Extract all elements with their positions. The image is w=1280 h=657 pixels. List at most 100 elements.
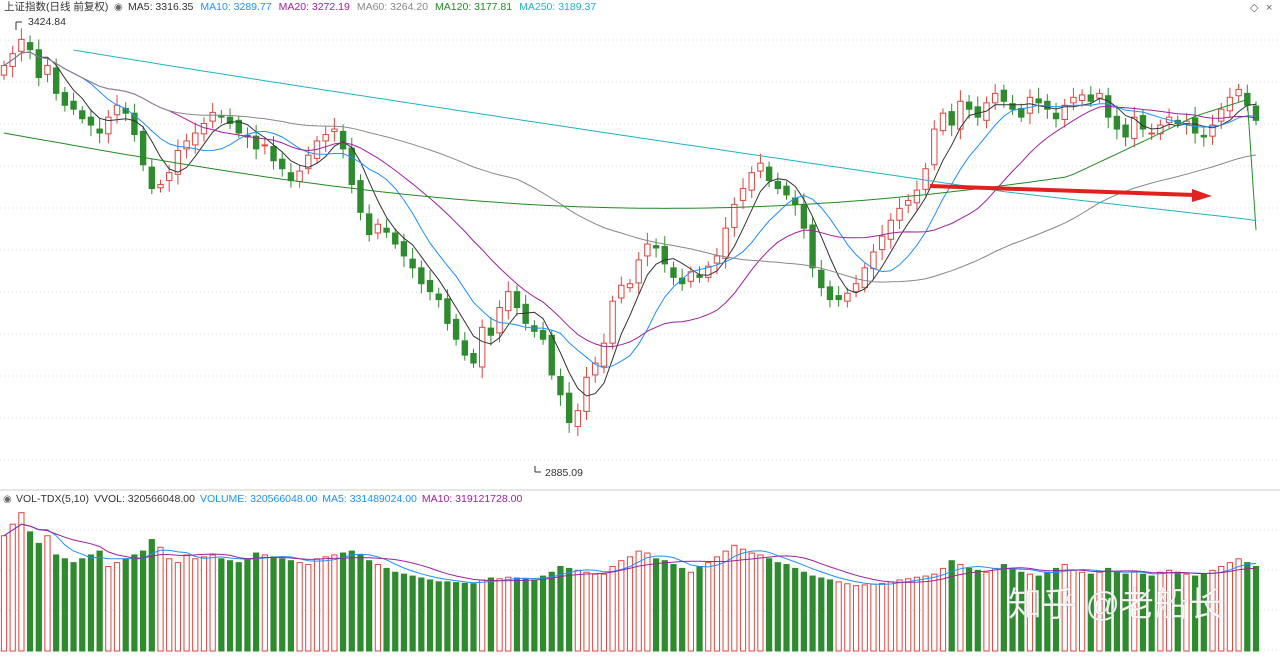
candle-body xyxy=(435,293,442,301)
volume-bar xyxy=(357,554,364,652)
candle-body xyxy=(87,116,95,126)
volume-legend-item: VOLUME: 320566048.00 xyxy=(200,493,317,505)
low-label: 2885.09 xyxy=(545,467,583,479)
volume-bar xyxy=(218,558,225,652)
candle-body xyxy=(852,283,860,293)
ma-line xyxy=(3,51,1257,397)
candle-body xyxy=(96,128,103,134)
volume-bar xyxy=(113,562,121,652)
ma-line xyxy=(3,98,1257,230)
candle-body xyxy=(783,185,790,196)
ma-icon[interactable]: ◉ xyxy=(114,2,123,13)
candle-body xyxy=(1122,124,1129,138)
volume-bar xyxy=(844,583,851,652)
volume-bar xyxy=(731,544,738,652)
volume-ma-line xyxy=(3,523,1257,585)
candle-body xyxy=(374,223,382,234)
volume-bar xyxy=(157,546,164,652)
volume-bar xyxy=(939,567,947,652)
candle-body xyxy=(1096,92,1103,99)
candle-body xyxy=(165,172,173,182)
candle-body xyxy=(44,65,51,75)
candle-body xyxy=(565,392,573,424)
volume-bar xyxy=(435,581,442,652)
candle-body xyxy=(948,111,955,126)
low-marker: 2885.09 xyxy=(534,466,583,479)
candle-body xyxy=(18,38,25,52)
candle-body xyxy=(713,255,721,264)
volume-bars xyxy=(0,512,1260,652)
candle-body xyxy=(583,376,590,412)
candle-body xyxy=(574,410,582,427)
volume-bar xyxy=(9,523,16,652)
close-icon[interactable]: × xyxy=(1266,2,1272,14)
volume-bar xyxy=(931,573,938,652)
volume-bar xyxy=(1087,573,1094,652)
candle-body xyxy=(826,286,834,301)
volume-bar xyxy=(870,583,877,652)
candle-body xyxy=(748,172,755,191)
ma-legend-item: MA10: 3289.77 xyxy=(200,1,271,13)
candle-body xyxy=(383,227,390,233)
candle-body xyxy=(305,154,312,170)
volume-legend: VOL-TDX(5,10) VVOL: 320566048.00 VOLUME: 3… xyxy=(16,493,522,505)
volume-bar xyxy=(809,575,816,652)
collapse-icon[interactable]: ◇ xyxy=(1250,2,1259,14)
volume-bar xyxy=(548,571,555,652)
volume-bar xyxy=(539,575,547,652)
candle-body xyxy=(1044,100,1051,110)
volume-bar xyxy=(792,567,799,652)
candle-body xyxy=(1209,124,1216,137)
volume-bar xyxy=(905,578,912,652)
candle-body xyxy=(835,295,842,301)
volume-bar xyxy=(44,535,51,652)
volume-bar xyxy=(774,562,781,652)
candle-body xyxy=(922,168,929,190)
volume-bar xyxy=(748,552,755,652)
volume-bar xyxy=(583,571,590,652)
volume-bar xyxy=(418,577,425,652)
volume-bar xyxy=(965,567,973,652)
volume-bar xyxy=(0,535,8,652)
volume-bar xyxy=(826,579,834,652)
candle-body xyxy=(974,106,981,118)
candle-body xyxy=(1052,112,1060,120)
candle-body xyxy=(600,342,608,367)
candle-body xyxy=(522,303,529,324)
volume-bar xyxy=(531,579,538,652)
volume-bar xyxy=(26,531,34,652)
volume-bar xyxy=(461,582,468,652)
candle-body xyxy=(626,283,634,289)
volume-bar xyxy=(53,554,60,652)
candle-body xyxy=(365,213,373,236)
candle-body xyxy=(270,145,277,162)
candle-body xyxy=(722,227,729,259)
volume-bar xyxy=(305,564,312,652)
volume-bar xyxy=(279,558,286,652)
volume-bar xyxy=(470,583,477,652)
ma-legend-item: MA250: 3189.37 xyxy=(519,1,596,13)
candle-body xyxy=(661,245,668,265)
volume-bar xyxy=(670,564,677,652)
ma-line xyxy=(3,51,1257,348)
volume-bar xyxy=(696,565,703,652)
candle-body xyxy=(1139,115,1147,130)
candle-body xyxy=(878,235,886,251)
volume-toggle-icon[interactable]: ◉ xyxy=(3,494,12,505)
candle-body xyxy=(1000,89,1008,102)
candle-body xyxy=(1218,108,1225,122)
candle-body xyxy=(139,130,147,166)
candle-body xyxy=(70,100,77,110)
volume-bar xyxy=(1000,564,1007,652)
volume-bar xyxy=(1079,571,1086,652)
index-title: 上证指数(日线 前复权) xyxy=(4,0,108,13)
volume-bar xyxy=(505,576,512,652)
candle-body xyxy=(592,362,599,376)
volume-bar xyxy=(35,542,42,652)
volume-bar xyxy=(722,550,729,652)
candle-body xyxy=(870,251,877,270)
candle-body xyxy=(991,92,999,104)
volume-bar xyxy=(835,581,842,652)
high-label: 3424.84 xyxy=(28,16,66,28)
